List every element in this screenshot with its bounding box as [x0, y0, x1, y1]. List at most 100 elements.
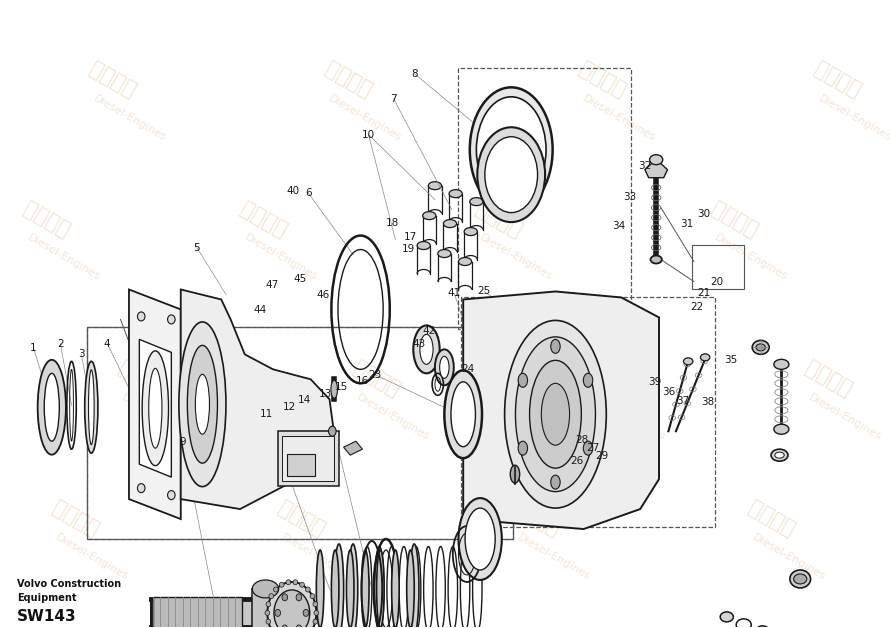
- Ellipse shape: [428, 181, 441, 190]
- Ellipse shape: [774, 425, 789, 434]
- Text: 13: 13: [319, 389, 332, 399]
- Ellipse shape: [376, 550, 384, 628]
- Ellipse shape: [273, 587, 279, 592]
- Ellipse shape: [464, 227, 477, 236]
- Text: 30: 30: [697, 209, 710, 219]
- Ellipse shape: [443, 220, 457, 227]
- Ellipse shape: [449, 190, 462, 198]
- Ellipse shape: [470, 198, 483, 205]
- Text: Diesel-Engines: Diesel-Engines: [120, 392, 197, 442]
- Ellipse shape: [551, 475, 560, 489]
- Bar: [287, 454, 315, 476]
- Ellipse shape: [510, 465, 520, 483]
- Text: 39: 39: [649, 377, 662, 387]
- Text: Diesel-Engines: Diesel-Engines: [581, 93, 658, 143]
- Text: 17: 17: [404, 232, 417, 242]
- Ellipse shape: [775, 452, 784, 458]
- Text: 紫发动力: 紫发动力: [20, 198, 74, 241]
- Ellipse shape: [477, 127, 545, 222]
- Ellipse shape: [305, 587, 311, 592]
- Bar: [252, 589, 279, 628]
- Ellipse shape: [179, 322, 226, 487]
- Ellipse shape: [361, 550, 369, 628]
- Ellipse shape: [515, 337, 595, 492]
- Ellipse shape: [756, 344, 765, 351]
- Text: 31: 31: [681, 219, 693, 229]
- Ellipse shape: [269, 593, 273, 598]
- Text: 紫发动力: 紫发动力: [576, 58, 629, 101]
- Ellipse shape: [142, 351, 168, 465]
- Ellipse shape: [188, 345, 217, 463]
- Ellipse shape: [720, 612, 733, 622]
- Text: 25: 25: [478, 286, 491, 296]
- Ellipse shape: [774, 359, 789, 369]
- Ellipse shape: [789, 570, 811, 588]
- Text: 紫发动力: 紫发动力: [275, 498, 328, 540]
- Ellipse shape: [541, 383, 570, 445]
- Text: Diesel-Engines: Diesel-Engines: [751, 532, 827, 582]
- Polygon shape: [129, 290, 181, 519]
- Text: 9: 9: [180, 437, 186, 447]
- Polygon shape: [140, 339, 172, 477]
- Ellipse shape: [296, 625, 302, 628]
- Text: 紫发动力: 紫发动力: [350, 358, 403, 401]
- Text: 4: 4: [104, 338, 110, 349]
- Text: 29: 29: [595, 452, 608, 462]
- Ellipse shape: [266, 602, 271, 607]
- Ellipse shape: [88, 370, 94, 445]
- Text: 28: 28: [576, 435, 589, 445]
- Polygon shape: [181, 290, 335, 509]
- Ellipse shape: [279, 582, 284, 587]
- Ellipse shape: [85, 361, 98, 453]
- Text: 12: 12: [282, 403, 295, 413]
- Ellipse shape: [476, 97, 546, 203]
- Text: 2: 2: [57, 338, 64, 349]
- Text: 紫发动力: 紫发动力: [745, 498, 798, 540]
- Text: 24: 24: [461, 364, 474, 374]
- Ellipse shape: [583, 441, 593, 455]
- Ellipse shape: [651, 256, 662, 264]
- Ellipse shape: [794, 574, 807, 584]
- Text: 14: 14: [297, 395, 311, 405]
- Text: 21: 21: [697, 288, 710, 298]
- Ellipse shape: [44, 373, 60, 441]
- Text: 43: 43: [412, 338, 425, 349]
- Ellipse shape: [266, 619, 271, 624]
- Ellipse shape: [286, 580, 291, 585]
- Text: 22: 22: [691, 302, 704, 312]
- Text: Diesel-Engines: Diesel-Engines: [280, 532, 356, 582]
- Text: 44: 44: [253, 305, 266, 315]
- Text: 紫发动力: 紫发动力: [321, 58, 375, 101]
- Ellipse shape: [267, 582, 316, 628]
- Text: Volvo Construction: Volvo Construction: [17, 579, 121, 589]
- Text: Diesel-Engines: Diesel-Engines: [591, 392, 667, 442]
- Text: 紫发动力: 紫发动力: [708, 198, 761, 241]
- Text: Diesel-Engines: Diesel-Engines: [242, 232, 319, 283]
- Text: Diesel-Engines: Diesel-Engines: [26, 232, 102, 283]
- Text: 34: 34: [611, 220, 625, 230]
- Text: 27: 27: [587, 443, 600, 453]
- Ellipse shape: [413, 325, 440, 373]
- Text: 3: 3: [78, 349, 85, 359]
- Ellipse shape: [518, 441, 528, 455]
- Text: Equipment: Equipment: [17, 593, 77, 603]
- Text: Diesel-Engines: Diesel-Engines: [478, 232, 554, 283]
- Text: 41: 41: [448, 288, 461, 298]
- Ellipse shape: [252, 580, 279, 598]
- Ellipse shape: [275, 609, 280, 616]
- Ellipse shape: [293, 580, 297, 585]
- Bar: [152, 597, 242, 628]
- Ellipse shape: [438, 249, 451, 257]
- Text: Diesel-Engines: Diesel-Engines: [54, 532, 131, 582]
- Ellipse shape: [310, 627, 315, 628]
- Ellipse shape: [518, 373, 528, 387]
- Ellipse shape: [756, 626, 769, 628]
- Text: Diesel-Engines: Diesel-Engines: [713, 232, 789, 283]
- Ellipse shape: [444, 371, 482, 458]
- Text: 37: 37: [676, 396, 690, 406]
- Polygon shape: [645, 163, 668, 178]
- Text: 紫发动力: 紫发动力: [49, 498, 102, 540]
- Ellipse shape: [752, 340, 769, 354]
- Ellipse shape: [583, 373, 593, 387]
- Ellipse shape: [458, 257, 472, 266]
